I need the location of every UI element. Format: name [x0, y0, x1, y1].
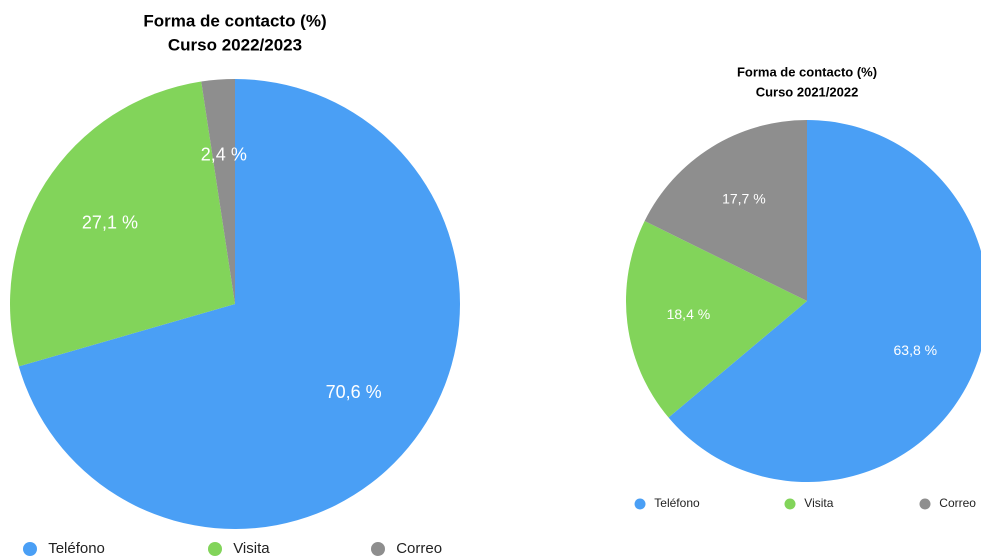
pie-slice: [644, 120, 807, 301]
pie-slice: [626, 221, 807, 418]
legend-marker: [208, 542, 222, 556]
data-label: 63,8 %: [894, 342, 938, 358]
legend-label: Correo: [939, 496, 976, 510]
legend-label: Correo: [396, 540, 442, 557]
legend-marker: [919, 498, 931, 510]
pie-slice: [18, 79, 460, 529]
data-label: 27,1 %: [82, 213, 138, 233]
chart-title: Forma de contacto (%): [737, 64, 877, 79]
pie-slice: [201, 79, 235, 304]
pie-slice: [10, 81, 235, 367]
pie-slice: [668, 120, 981, 482]
legend-label: Teléfono: [654, 496, 700, 510]
legend-marker: [784, 498, 796, 510]
legend-marker: [634, 498, 646, 510]
data-label: 2,4 %: [201, 145, 247, 165]
chart-subtitle: Curso 2022/2023: [168, 35, 302, 54]
data-label: 17,7 %: [722, 190, 766, 206]
legend-label: Teléfono: [48, 540, 105, 557]
legend-marker: [23, 542, 37, 556]
legend-label: Visita: [233, 540, 270, 557]
chart-title: Forma de contacto (%): [143, 11, 326, 30]
chart-subtitle: Curso 2021/2022: [756, 84, 859, 99]
data-label: 70,6 %: [326, 382, 382, 402]
legend-label: Visita: [804, 496, 833, 510]
legend-marker: [371, 542, 385, 556]
data-label: 18,4 %: [667, 306, 711, 322]
